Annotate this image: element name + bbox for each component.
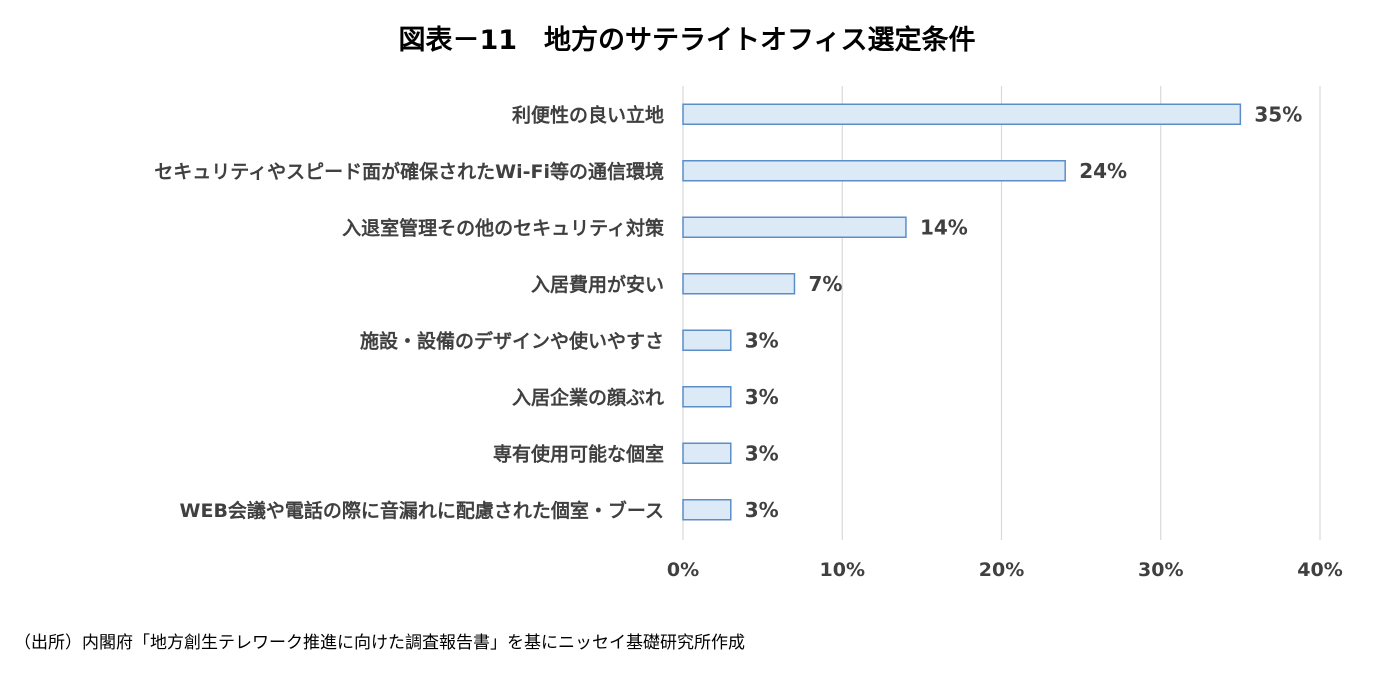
category-label: 入居企業の顔ぶれ (512, 386, 664, 409)
bar (682, 216, 907, 238)
bar (682, 160, 1066, 182)
category-label: 専有使用可能な個室 (493, 442, 664, 465)
bar (682, 273, 796, 295)
chart-title: 図表－11 地方のサテライトオフィス選定条件 (398, 25, 976, 56)
x-tick-label: 30% (1138, 559, 1183, 581)
data-label: 24% (1079, 159, 1127, 183)
category-label: 入居費用が安い (531, 273, 664, 296)
bar (682, 103, 1242, 125)
x-tick-label: 20% (979, 559, 1024, 581)
data-label: 7% (808, 272, 842, 296)
category-labels: 利便性の良い立地セキュリティやスピード面が確保されたWi-Fi等の通信環境入退室… (154, 103, 665, 522)
data-label: 3% (745, 385, 779, 409)
bar (682, 442, 732, 464)
data-label: 3% (745, 498, 779, 522)
category-label: セキュリティやスピード面が確保されたWi-Fi等の通信環境 (154, 160, 664, 183)
x-tick-label: 40% (1297, 559, 1342, 581)
bar (682, 329, 732, 351)
category-label: 入退室管理その他のセキュリティ対策 (342, 216, 665, 239)
category-label: 施設・設備のデザインや使いやすさ (360, 329, 664, 352)
source-note: （出所）内閣府「地方創生テレワーク推進に向けた調査報告書」を基にニッセイ基礎研究… (14, 633, 745, 653)
bar (682, 499, 732, 521)
x-tick-labels: 0% 10% 20% 30% 40% (667, 559, 1343, 581)
bar (682, 386, 732, 408)
x-tick-label: 10% (820, 559, 865, 581)
bar-chart: 利便性の良い立地セキュリティやスピード面が確保されたWi-Fi等の通信環境入退室… (154, 86, 1343, 581)
category-label: 利便性の良い立地 (512, 103, 664, 126)
data-label: 3% (745, 441, 779, 465)
data-label: 35% (1254, 102, 1302, 126)
data-labels: 35% 24% 14% 7% 3% 3% 3% 3% (745, 102, 1302, 522)
gridlines (682, 86, 1321, 540)
bars (682, 103, 1242, 521)
data-label: 14% (920, 215, 968, 239)
x-tick-label: 0% (667, 559, 699, 581)
data-label: 3% (745, 328, 779, 352)
category-label: WEB会議や電話の際に音漏れに配慮された個室・ブース (180, 499, 664, 522)
